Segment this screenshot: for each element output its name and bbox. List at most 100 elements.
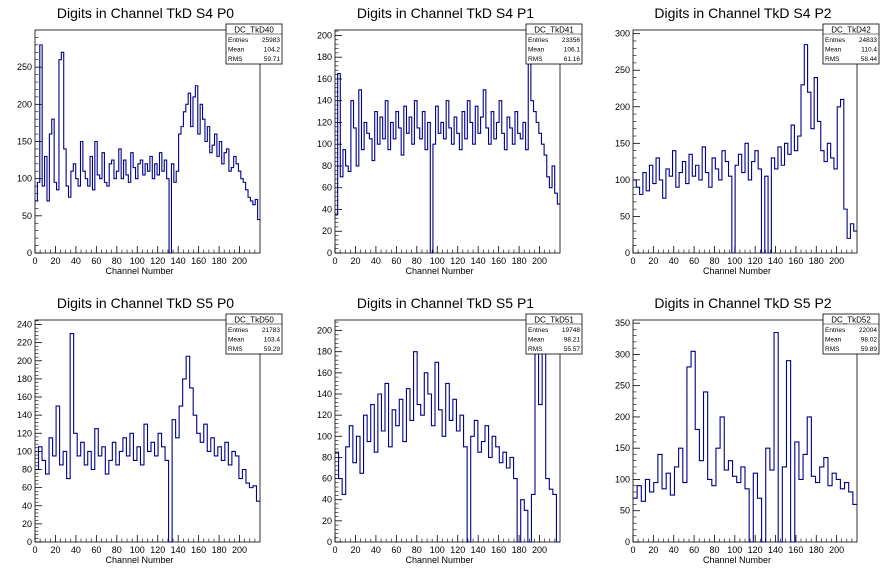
histogram-series — [35, 44, 260, 254]
chart-title: Digits in Channel TkD S4 P0 — [57, 5, 234, 21]
x-tick-label: 140 — [471, 256, 486, 266]
x-tick-label: 80 — [412, 256, 422, 266]
stats-box: DC_TkD52 Entries 22004 Mean 98.02 RMS 59.89 — [822, 313, 880, 355]
x-tick-label: 80 — [709, 256, 719, 266]
chart-title: Digits in Channel TkD S5 P2 — [654, 295, 831, 311]
stats-box-frame — [822, 313, 880, 355]
histogram-panel: Digits in Channel TkD S5 P0 0 20 40 60 80 100 1… — [17, 295, 283, 565]
y-tick-label: 150 — [17, 137, 32, 147]
histogram-series — [633, 44, 857, 254]
x-tick-label: 40 — [71, 256, 81, 266]
y-tick-label: 100 — [17, 174, 32, 184]
x-tick-label: 160 — [491, 256, 506, 266]
x-tick-label: 100 — [430, 545, 445, 555]
stats-label: Entries — [228, 327, 249, 334]
x-tick-label: 200 — [532, 545, 547, 555]
y-tick-label: 180 — [17, 374, 32, 384]
stats-name: DC_TkD51 — [534, 316, 574, 325]
histogram-panel: Digits in Channel TkD S4 P2 0 20 40 60 80 100 1… — [615, 5, 880, 276]
x-tick-label: 180 — [212, 256, 227, 266]
stats-value: 19748 — [562, 327, 580, 334]
y-tick-label: 140 — [317, 389, 332, 399]
x-tick-label: 100 — [130, 545, 145, 555]
y-tick-label: 120 — [17, 428, 32, 438]
y-tick-label: 200 — [615, 412, 630, 422]
chart-title: Digits in Channel TkD S5 P1 — [357, 295, 534, 311]
x-tick-label: 40 — [371, 545, 381, 555]
y-tick-label: 20 — [22, 519, 32, 529]
x-tick-label: 0 — [630, 256, 635, 266]
stats-value: 98.21 — [564, 337, 581, 344]
y-tick-label: 160 — [317, 74, 332, 84]
x-tick-label: 180 — [512, 256, 527, 266]
x-tick-label: 40 — [71, 545, 81, 555]
y-tick-label: 150 — [615, 443, 630, 453]
x-tick-label: 20 — [350, 256, 360, 266]
histogram-series — [35, 333, 260, 543]
x-tick-label: 200 — [829, 256, 844, 266]
stats-value: 22004 — [859, 327, 877, 334]
x-tick-label: 140 — [768, 256, 783, 266]
stats-box-frame — [525, 313, 583, 355]
x-tick-label: 60 — [689, 545, 699, 555]
chart-title: Digits in Channel TkD S4 P2 — [654, 5, 831, 21]
y-tick-label: 120 — [317, 410, 332, 420]
x-tick-label: 80 — [412, 545, 422, 555]
x-tick-label: 120 — [450, 256, 465, 266]
x-tick-label: 20 — [350, 545, 360, 555]
x-axis-label: Channel Number — [105, 266, 173, 276]
stats-value: 103.4 — [264, 337, 281, 344]
x-tick-label: 60 — [689, 256, 699, 266]
y-tick-label: 100 — [17, 446, 32, 456]
stats-label: Mean — [228, 337, 245, 344]
y-tick-label: 20 — [322, 516, 332, 526]
x-tick-label: 100 — [430, 256, 445, 266]
stats-label: RMS — [825, 56, 840, 63]
histogram-series — [633, 331, 857, 543]
x-tick-label: 40 — [669, 256, 679, 266]
stats-box-frame — [225, 23, 283, 65]
x-axis-label: Channel Number — [405, 266, 473, 276]
x-axis-label: Channel Number — [405, 555, 473, 565]
y-tick-label: 200 — [17, 99, 32, 109]
x-tick-label: 160 — [191, 545, 206, 555]
y-tick-label: 60 — [322, 183, 332, 193]
stats-label: Mean — [228, 47, 245, 54]
stats-value: 110.4 — [861, 47, 877, 54]
y-tick-label: 0 — [327, 537, 332, 547]
stats-label: Entries — [825, 37, 846, 44]
y-tick-label: 100 — [615, 175, 630, 185]
chart-title: Digits in Channel TkD S4 P1 — [357, 5, 534, 21]
stats-box-frame — [225, 313, 283, 355]
y-tick-label: 50 — [22, 211, 32, 221]
stats-label: RMS — [528, 346, 543, 353]
x-tick-label: 20 — [50, 256, 60, 266]
y-tick-label: 240 — [17, 320, 32, 330]
stats-label: RMS — [228, 56, 243, 63]
x-tick-label: 80 — [112, 256, 122, 266]
x-tick-label: 120 — [450, 545, 465, 555]
y-tick-label: 0 — [625, 248, 630, 258]
y-tick-label: 0 — [625, 537, 630, 547]
y-tick-label: 180 — [317, 52, 332, 62]
y-tick-label: 0 — [27, 248, 32, 258]
stats-value: 59.29 — [264, 346, 281, 353]
x-tick-label: 140 — [471, 545, 486, 555]
y-tick-label: 250 — [17, 62, 32, 72]
x-tick-label: 180 — [212, 545, 227, 555]
y-tick-label: 40 — [322, 495, 332, 505]
x-tick-label: 80 — [709, 545, 719, 555]
x-tick-label: 160 — [191, 256, 206, 266]
y-tick-label: 200 — [317, 326, 332, 336]
stats-box: DC_TkD50 Entries 21783 Mean 103.4 RMS 59.29 — [225, 313, 283, 355]
stats-label: Entries — [825, 327, 846, 334]
stats-value: 23356 — [562, 37, 580, 44]
y-tick-label: 120 — [317, 117, 332, 127]
stats-value: 59.71 — [264, 56, 281, 63]
x-tick-label: 200 — [829, 545, 844, 555]
x-tick-label: 0 — [32, 256, 37, 266]
stats-value: 25983 — [262, 37, 280, 44]
stats-value: 104.2 — [264, 47, 281, 54]
stats-name: DC_TkD52 — [831, 316, 871, 325]
